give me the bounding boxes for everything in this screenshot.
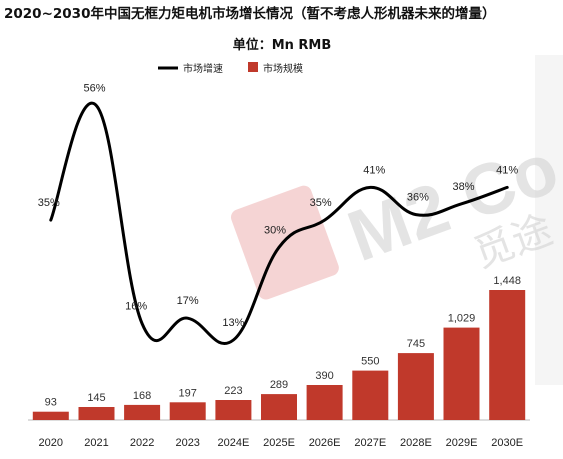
x-tick-label: 2021 [84, 437, 108, 449]
bar-2022 [124, 404, 161, 420]
bar-value-label: 1,448 [493, 275, 521, 287]
growth-line [49, 101, 509, 345]
x-tick-label: 2022 [130, 437, 154, 449]
chart-title: 2020~2030年中国无框力矩电机市场增长情况（暂不考虑人形机器未来的增量） [4, 5, 495, 22]
growth-value-label: 56% [83, 83, 105, 95]
bars-layer [32, 290, 526, 420]
growth-value-label: 41% [363, 164, 385, 176]
x-tick-label: 2025E [263, 437, 295, 449]
legend-line-label: 市场增速 [183, 62, 223, 75]
watermark-logo-shape [230, 185, 339, 300]
bar-value-label: 390 [315, 370, 333, 382]
bar-value-label: 145 [87, 392, 105, 404]
unit-label: 单位：Mn RMB [233, 37, 332, 53]
growth-value-label: 35% [310, 197, 332, 209]
bar-2028E [397, 353, 434, 420]
growth-value-label: 30% [264, 224, 286, 236]
x-tick-label: 2027E [354, 437, 386, 449]
x-ticks-layer: 2020 2021 2022 2023 2024E 2025E 2026E 2027E 2028… [39, 437, 524, 449]
x-tick-label: 2026E [309, 437, 341, 449]
bar-value-label: 93 [45, 397, 57, 409]
bar-2023 [169, 402, 206, 420]
bar-2027E [352, 370, 389, 420]
growth-value-label: 16% [125, 301, 147, 313]
bar-2025E [261, 394, 297, 420]
bar-value-label: 197 [179, 387, 197, 399]
x-tick-label: 2030E [491, 437, 523, 449]
growth-value-label: 38% [452, 181, 474, 193]
legend-bar-swatch [248, 62, 258, 72]
bar-value-label: 223 [224, 385, 242, 397]
bar-2021 [78, 407, 115, 420]
bar-value-label: 168 [133, 390, 151, 402]
legend-bar-label: 市场规模 [263, 62, 303, 75]
bar-value-label: 550 [361, 356, 379, 368]
bar-2029E [443, 327, 480, 420]
bar-value-label: 1,029 [448, 313, 476, 325]
growth-value-label: 35% [38, 197, 60, 209]
x-tick-label: 2029E [446, 437, 478, 449]
bar-2020 [32, 411, 69, 420]
growth-labels-layer: 35% 56% 16% 17% 13% 30% 35% 41% 36% 38% 41% [38, 83, 519, 329]
growth-value-label: 13% [222, 317, 244, 329]
bar-value-label: 745 [407, 338, 425, 350]
x-tick-label: 2024E [217, 437, 249, 449]
bar-labels-layer: 93 145 168 197 223 289 390 550 745 1,029 1,448 [45, 275, 521, 409]
bar-value-label: 289 [270, 379, 288, 391]
growth-value-label: 36% [407, 192, 429, 204]
bar-2024E [215, 400, 252, 420]
x-tick-label: 2020 [39, 437, 63, 449]
growth-value-label: 17% [177, 295, 199, 307]
legend: 市场增速 市场规模 [158, 62, 303, 75]
x-tick-label: 2023 [175, 437, 199, 449]
growth-value-label: 41% [496, 164, 518, 176]
x-tick-label: 2028E [400, 437, 432, 449]
bar-2026E [306, 385, 343, 420]
bar-2030E [489, 290, 526, 420]
